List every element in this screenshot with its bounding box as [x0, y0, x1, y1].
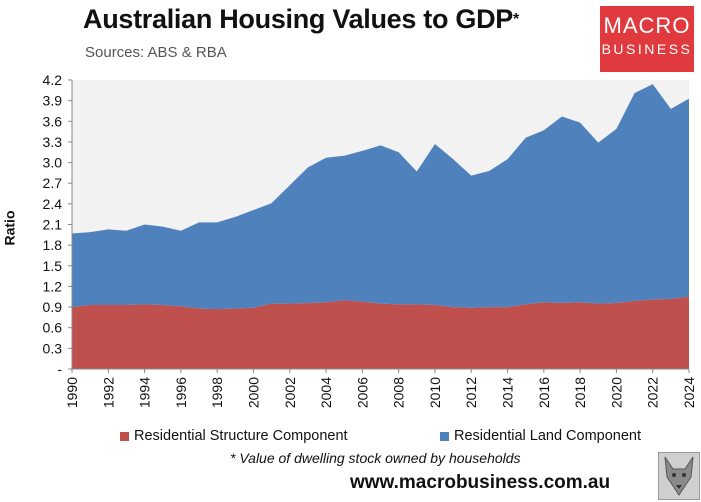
x-tick-label: 2008	[391, 377, 407, 408]
legend-label-structure: Residential Structure Component	[134, 428, 348, 444]
legend-swatch-structure	[120, 431, 129, 441]
website-url: www.macrobusiness.com.au	[350, 472, 611, 493]
y-tick-label: 3.0	[43, 155, 63, 171]
x-tick-label: 2014	[500, 377, 516, 408]
x-tick-label: 1992	[100, 377, 116, 408]
legend-label-land: Residential Land Component	[454, 428, 642, 444]
chart-title: Australian Housing Values to GDP*	[83, 4, 519, 35]
x-tick-label: 2012	[463, 377, 479, 408]
y-tick-label: 2.7	[43, 175, 63, 191]
x-tick-label: 1994	[137, 377, 153, 408]
logo-line-1: MACRO	[603, 13, 691, 38]
x-tick-label: 2002	[282, 377, 298, 408]
title-footnote-mark: *	[512, 11, 519, 28]
y-tick-label: 1.8	[43, 237, 63, 253]
y-tick-label: 3.3	[43, 134, 63, 150]
x-tick-label: 2016	[536, 377, 552, 408]
area-series-1	[72, 84, 689, 310]
legend-swatch-land	[440, 431, 449, 441]
y-tick-label: 1.5	[43, 258, 63, 274]
x-tick-label: 2024	[681, 377, 697, 408]
wolf-logo-icon	[658, 452, 700, 500]
legend-item-land: Residential Land Component	[440, 428, 641, 444]
macrobusiness-logo: MACRO BUSINESS	[600, 6, 694, 72]
x-tick-label: 2004	[318, 377, 334, 408]
x-tick-label: 2010	[427, 377, 443, 408]
y-tick-label: 1.2	[43, 278, 63, 294]
y-tick-label: 4.2	[43, 72, 63, 88]
x-tick-label: 2018	[572, 377, 588, 408]
y-tick-label: 0.3	[43, 340, 63, 356]
y-tick-label: -	[57, 361, 62, 377]
y-tick-label: 2.4	[43, 196, 63, 212]
y-tick-label: 3.9	[43, 93, 63, 109]
y-tick-label: 0.6	[43, 320, 63, 336]
footnote: * Value of dwelling stock owned by house…	[230, 450, 521, 466]
x-tick-label: 1996	[173, 377, 189, 408]
area-series-0	[72, 296, 689, 369]
chart-title-text: Australian Housing Values to GDP	[83, 4, 513, 34]
x-tick-label: 1990	[64, 377, 80, 408]
chart-subtitle: Sources: ABS & RBA	[85, 44, 227, 61]
area-chart: - 0.3 0.6 0.9 1.2 1.5 1.8 2.1 2.4 2.7 3.0 3.3 3.6 3.9…	[43, 72, 697, 408]
x-tick-label: 2000	[245, 377, 261, 408]
legend-item-structure: Residential Structure Component	[120, 428, 348, 444]
x-tick-label: 1998	[209, 377, 225, 408]
x-tick-label: 2020	[608, 377, 624, 408]
y-tick-label: 0.9	[43, 299, 63, 315]
x-tick-label: 2022	[645, 377, 661, 408]
x-tick-label: 2006	[354, 377, 370, 408]
logo-line-2: BUSINESS	[601, 41, 693, 57]
y-tick-label: 2.1	[43, 217, 63, 233]
y-tick-label: 3.6	[43, 113, 63, 129]
